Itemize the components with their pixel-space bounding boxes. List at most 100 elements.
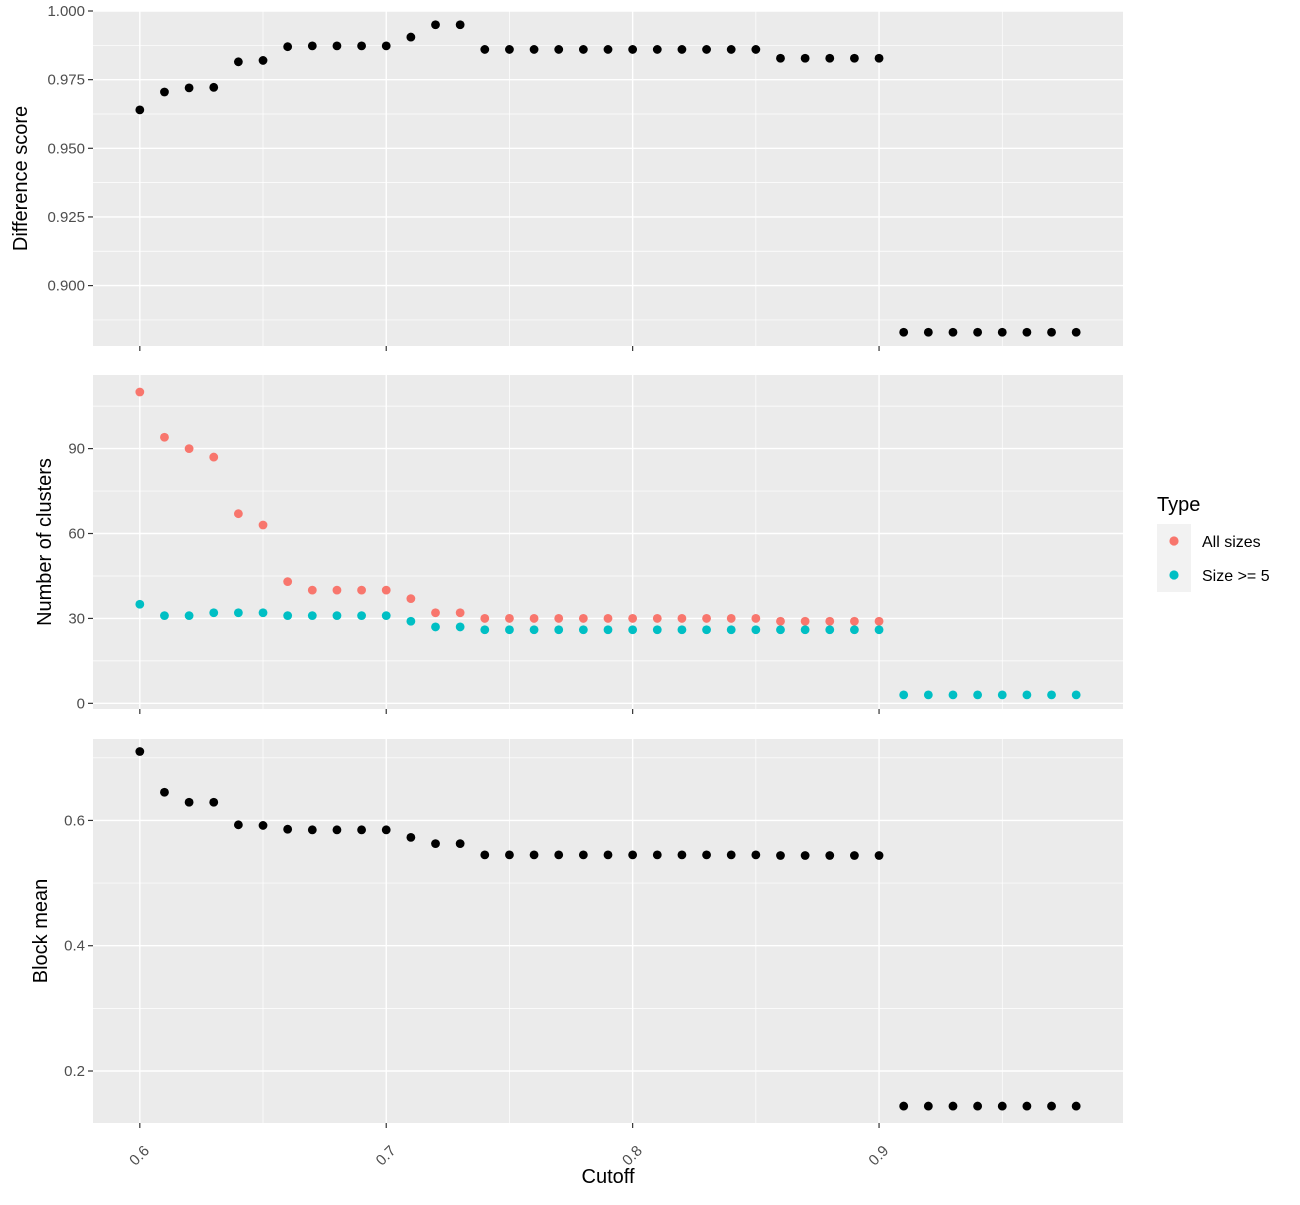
data-point — [357, 825, 366, 835]
data-point — [850, 53, 859, 63]
data-point — [776, 851, 785, 860]
data-point — [135, 599, 145, 609]
data-point — [1071, 690, 1081, 700]
y-tick-label: 60 — [68, 526, 85, 543]
legend-swatch-all-sizes — [1169, 536, 1179, 546]
data-point — [923, 690, 933, 700]
facet-panel-2: 0 30 60 90 Number of clusters — [34, 375, 1123, 714]
y-tick-label: 0.900 — [47, 278, 85, 295]
data-point — [505, 45, 514, 54]
data-point — [283, 611, 293, 620]
data-point — [184, 611, 194, 620]
data-point — [1022, 327, 1032, 337]
data-point — [283, 824, 293, 834]
series-1 — [135, 747, 1081, 1111]
data-point — [160, 611, 169, 620]
data-point — [726, 614, 736, 623]
data-point — [160, 432, 169, 442]
panel-background — [93, 739, 1123, 1123]
data-point — [800, 851, 810, 860]
data-point — [1047, 327, 1056, 337]
data-point — [899, 1101, 909, 1111]
data-point — [283, 577, 293, 587]
data-point — [603, 45, 613, 54]
data-point — [480, 625, 490, 635]
x-tick-label: 0.6 — [126, 1142, 153, 1169]
data-point — [726, 625, 736, 635]
data-point — [948, 690, 958, 700]
data-point — [258, 608, 268, 618]
data-point — [677, 625, 687, 635]
data-point — [505, 850, 514, 860]
data-point — [874, 53, 884, 63]
data-point — [652, 614, 662, 623]
data-point — [184, 83, 194, 93]
data-point — [529, 45, 539, 54]
data-point — [332, 41, 342, 51]
x-axis-title: Cutoff — [582, 1166, 635, 1188]
panels-layer: 0.900 0.925 0.950 0.975 1.000 Difference scor… — [10, 3, 1123, 1169]
data-point — [431, 608, 440, 618]
data-point — [800, 53, 810, 63]
data-point — [381, 585, 391, 595]
data-point — [381, 41, 391, 51]
data-point — [529, 614, 539, 623]
data-point — [776, 53, 785, 63]
data-point — [652, 625, 662, 635]
y-tick-label: 0.2 — [64, 1063, 85, 1080]
legend: Type All sizes Size >= 5 — [1157, 494, 1270, 592]
data-point — [997, 1101, 1007, 1111]
data-point — [554, 850, 564, 860]
data-point — [505, 625, 514, 635]
data-point — [455, 839, 465, 849]
data-point — [1022, 1101, 1032, 1111]
data-point — [258, 520, 268, 530]
data-point — [160, 87, 169, 97]
data-point — [135, 387, 145, 397]
data-point — [480, 614, 490, 623]
data-point — [307, 585, 317, 595]
facet-panel-3: 0.2 0.4 0.6 Block mean — [30, 739, 1123, 1128]
data-point — [973, 327, 983, 337]
data-point — [233, 57, 243, 67]
data-point — [209, 797, 219, 807]
data-point — [726, 45, 736, 54]
data-point — [554, 625, 564, 635]
data-point — [406, 594, 416, 604]
y-tick-label: 0 — [77, 695, 85, 712]
series-1 — [135, 20, 1081, 337]
data-point — [948, 1101, 958, 1111]
data-point — [874, 851, 884, 860]
data-point — [209, 608, 219, 618]
data-point — [997, 690, 1007, 700]
data-point — [825, 53, 835, 63]
data-point — [702, 45, 711, 54]
panel-background — [93, 375, 1123, 709]
data-point — [850, 851, 859, 860]
data-point — [160, 787, 169, 797]
data-point — [431, 839, 440, 849]
data-point — [948, 327, 958, 337]
data-point — [923, 327, 933, 337]
x-tick-label: 0.7 — [373, 1142, 400, 1169]
series-all-sizes — [135, 387, 884, 626]
data-point — [751, 45, 761, 54]
data-point — [307, 41, 317, 51]
data-point — [529, 850, 539, 860]
data-point — [406, 832, 416, 842]
data-point — [628, 45, 638, 54]
y-tick-label: 0.925 — [47, 209, 85, 226]
data-point — [233, 608, 243, 618]
legend-title: Type — [1157, 494, 1200, 516]
data-point — [997, 327, 1007, 337]
data-point — [431, 20, 440, 30]
data-point — [554, 45, 564, 54]
data-point — [628, 625, 638, 635]
data-point — [529, 625, 539, 635]
data-point — [973, 1101, 983, 1111]
data-point — [628, 614, 638, 623]
y-tick-label: 90 — [68, 441, 85, 458]
data-point — [1047, 690, 1056, 700]
data-point — [135, 747, 145, 756]
